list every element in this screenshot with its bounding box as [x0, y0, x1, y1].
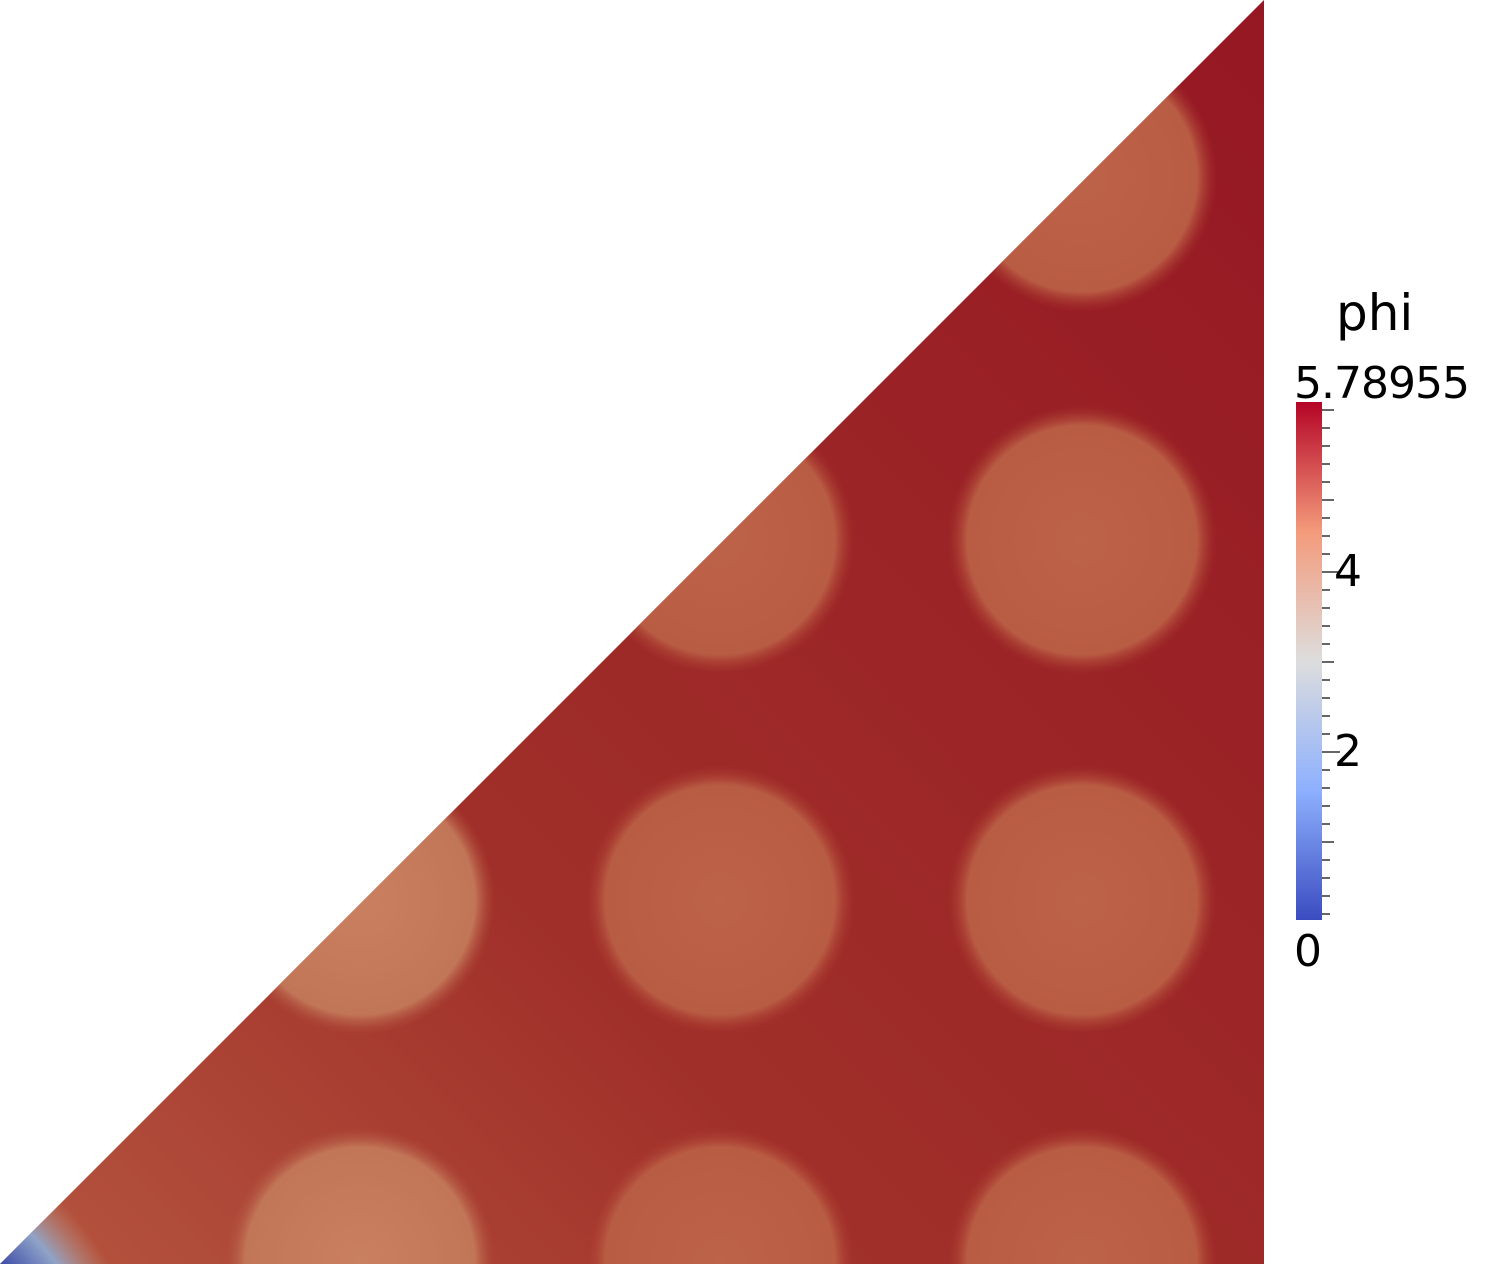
field-blob — [585, 405, 855, 675]
color-bar-tick-label: 2 — [1334, 726, 1362, 777]
triangle-domain — [0, 0, 1264, 1264]
field-blob — [947, 42, 1217, 312]
source-region — [0, 1114, 150, 1264]
field-blob — [225, 765, 495, 1035]
color-bar-ticks — [1322, 409, 1340, 915]
field-blob — [225, 1127, 495, 1264]
field-blob — [585, 765, 855, 1035]
field-blob — [947, 1127, 1217, 1264]
color-bar-min-label: 0 — [1294, 926, 1322, 977]
color-bar-max-label: 5.78955 — [1294, 358, 1470, 409]
color-bar — [1296, 402, 1340, 920]
color-bar-title: phi — [1336, 284, 1414, 342]
color-bar-gradient — [1296, 402, 1322, 920]
field-blob — [947, 405, 1217, 675]
field-blob — [947, 765, 1217, 1035]
field-blob — [585, 1127, 855, 1264]
color-bar-tick-label: 4 — [1334, 546, 1362, 597]
